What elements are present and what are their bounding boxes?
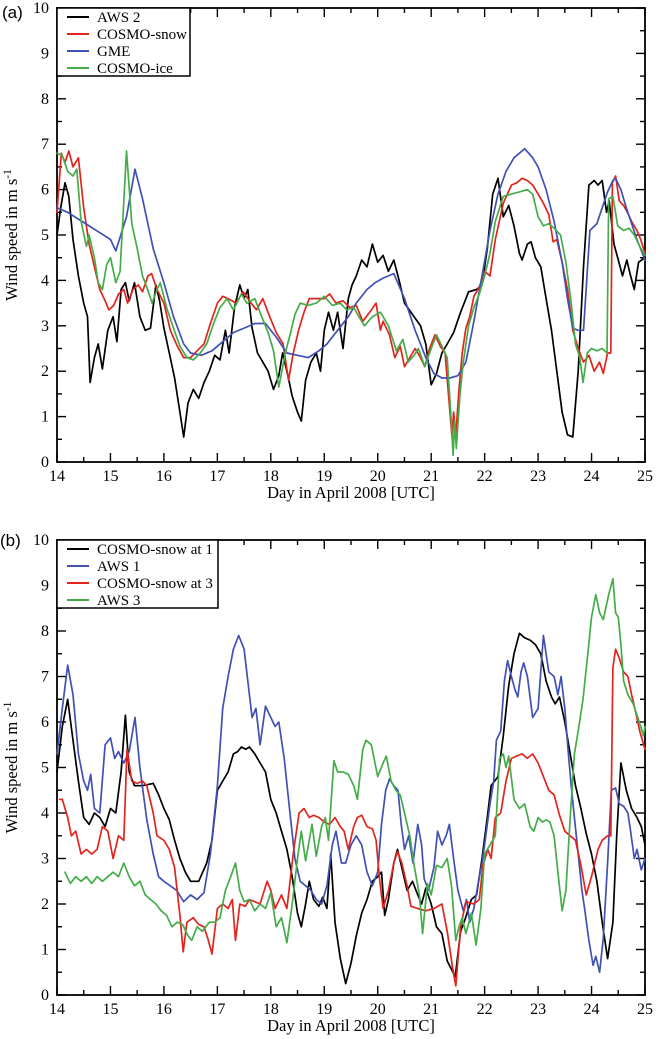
x-tick-label: 25 <box>637 1001 653 1018</box>
legend-box <box>56 539 219 609</box>
y-axis-title: Wind speed in m s-1 <box>2 169 21 301</box>
y-tick-label: 0 <box>41 987 49 1004</box>
series-line-cosmo-snow <box>56 150 646 438</box>
legend-label-2: COSMO-snow <box>97 27 187 43</box>
x-tick-label: 23 <box>530 468 546 485</box>
series-lines <box>56 147 646 457</box>
series-line-cosmo-snow-at-3 <box>58 648 646 987</box>
x-tick-label: 18 <box>263 1001 279 1018</box>
y-tick-label: 9 <box>41 578 49 595</box>
y-tick-label: 5 <box>41 227 49 244</box>
legend-box <box>56 7 191 77</box>
x-tick-label: 18 <box>263 468 279 485</box>
legend-label-4: AWS 3 <box>97 593 140 609</box>
x-tick-labels: 14 15 16 17 18 19 20 21 22 23 24 25 <box>49 468 653 485</box>
x-tick-label: 17 <box>209 1001 225 1018</box>
x-axis-title: Day in April 2008 [UTC] <box>267 1016 435 1035</box>
series-line-cosmo-snow-at-1 <box>56 632 646 985</box>
x-tick-label: 20 <box>370 468 386 485</box>
x-tick-label: 19 <box>316 468 332 485</box>
y-tick-label: 10 <box>33 0 49 17</box>
x-tick-label: 14 <box>49 468 65 485</box>
series-line-aws-3 <box>64 577 646 946</box>
panel-b: (b)14 15 16 17 18 19 20 21 22 23 24 25012345678910D… <box>0 531 653 1035</box>
x-tick-label: 21 <box>423 1001 439 1018</box>
legend-label-1: COSMO-snow at 1 <box>97 542 213 558</box>
x-tick-label: 15 <box>102 1001 118 1018</box>
y-tick-label: 9 <box>41 45 49 62</box>
y-tick-label: 1 <box>41 942 49 959</box>
panel-label-b: (b) <box>0 531 21 550</box>
x-tick-label: 22 <box>477 468 493 485</box>
x-tick-label: 15 <box>102 468 118 485</box>
x-tick-label: 16 <box>156 468 172 485</box>
legend-label-3: GME <box>97 44 130 60</box>
x-tick-label: 25 <box>637 468 653 485</box>
series-lines <box>56 577 646 987</box>
y-tick-label: 4 <box>41 805 49 822</box>
y-tick-label: 2 <box>41 896 49 913</box>
y-tick-label: 5 <box>41 760 49 777</box>
y-tick-label: 0 <box>41 454 49 471</box>
y-tick-label: 3 <box>41 318 49 335</box>
y-tick-label: 8 <box>41 623 49 640</box>
series-line-cosmo-ice <box>56 150 646 457</box>
y-tick-label: 7 <box>41 669 49 686</box>
y-tick-label: 3 <box>41 851 49 868</box>
panel-label-a: (a) <box>2 3 23 22</box>
y-axis-title: Wind speed in m s-1 <box>2 701 21 833</box>
y-tick-label: 2 <box>41 363 49 380</box>
x-tick-label: 24 <box>584 1001 600 1018</box>
y-tick-label: 6 <box>41 182 49 199</box>
series-line-aws-2 <box>56 177 646 438</box>
y-tick-labels: 0 1 2 3 4 5 6 7 8 9 10 <box>33 0 49 471</box>
y-tick-label: 8 <box>41 91 49 108</box>
x-tick-label: 17 <box>209 468 225 485</box>
x-tick-label: 19 <box>316 1001 332 1018</box>
legend-label-1: AWS 2 <box>97 10 140 26</box>
panel-a: (a)14 15 16 17 18 19 20 21 22 23 24 25012345678910D… <box>2 0 653 502</box>
x-tick-labels: 14 15 16 17 18 19 20 21 22 23 24 25 <box>49 1001 653 1018</box>
y-tick-label: 1 <box>41 409 49 426</box>
legend-label-4: COSMO-ice <box>97 61 173 77</box>
x-tick-label: 16 <box>156 1001 172 1018</box>
series-line-gme <box>56 147 646 379</box>
x-tick-label: 22 <box>477 1001 493 1018</box>
x-tick-label: 23 <box>530 1001 546 1018</box>
y-tick-label: 7 <box>41 136 49 153</box>
y-tick-label: 4 <box>41 272 49 289</box>
x-tick-label: 24 <box>584 468 600 485</box>
x-axis-title: Day in April 2008 [UTC] <box>267 483 435 502</box>
y-tick-labels: 0 1 2 3 4 5 6 7 8 9 10 <box>33 532 49 1004</box>
legend-label-3: COSMO-snow at 3 <box>97 576 213 592</box>
legend-label-2: AWS 1 <box>97 559 140 575</box>
y-tick-label: 6 <box>41 714 49 731</box>
x-tick-label: 21 <box>423 468 439 485</box>
y-tick-label: 10 <box>33 532 49 549</box>
x-tick-label: 20 <box>370 1001 386 1018</box>
x-tick-label: 14 <box>49 1001 65 1018</box>
